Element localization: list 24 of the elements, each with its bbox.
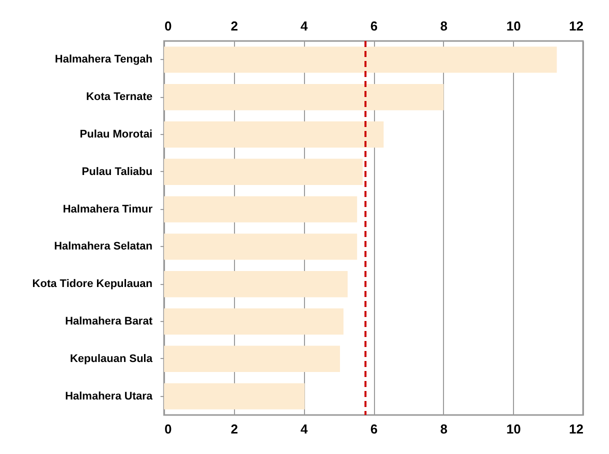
y-tick-label: Kepulauan Sula xyxy=(70,352,154,365)
x2-tick-label: 2 xyxy=(230,18,238,34)
y-tick-label: Kota Tidore Kepulauan xyxy=(32,278,153,290)
x-tick-label: 10 xyxy=(506,422,521,436)
y-tick-label: Pulau Taliabu xyxy=(82,166,152,178)
y-tick-label: Kota Ternate xyxy=(86,91,152,104)
x2-tick-label: 10 xyxy=(506,18,521,34)
y-tick-label: Halmahera Tengah xyxy=(54,54,153,66)
y-tick-label: Halmahera Utara xyxy=(65,390,154,402)
y-tick-label: Halmahera Timur xyxy=(62,203,154,216)
x-tick-label: 2 xyxy=(230,422,238,436)
x2-tick-label: 12 xyxy=(569,18,584,34)
y-tick-label: Halmahera Barat xyxy=(65,316,153,328)
x-tick-label: 6 xyxy=(370,422,378,436)
x2-tick-label: 0 xyxy=(164,18,172,34)
x-tick-label: 12 xyxy=(569,422,584,436)
x2-tick-label: 8 xyxy=(440,18,448,34)
x-tick-label: 8 xyxy=(440,422,448,436)
x-tick-label: 0 xyxy=(164,422,172,436)
x2-tick-label: 4 xyxy=(300,18,309,34)
x2-tick-label: 6 xyxy=(370,18,378,34)
x-tick-label: 4 xyxy=(300,422,309,436)
y-tick-label: Halmahera Selatan xyxy=(54,240,153,253)
y-tick-label: Pulau Morotai xyxy=(80,128,152,140)
